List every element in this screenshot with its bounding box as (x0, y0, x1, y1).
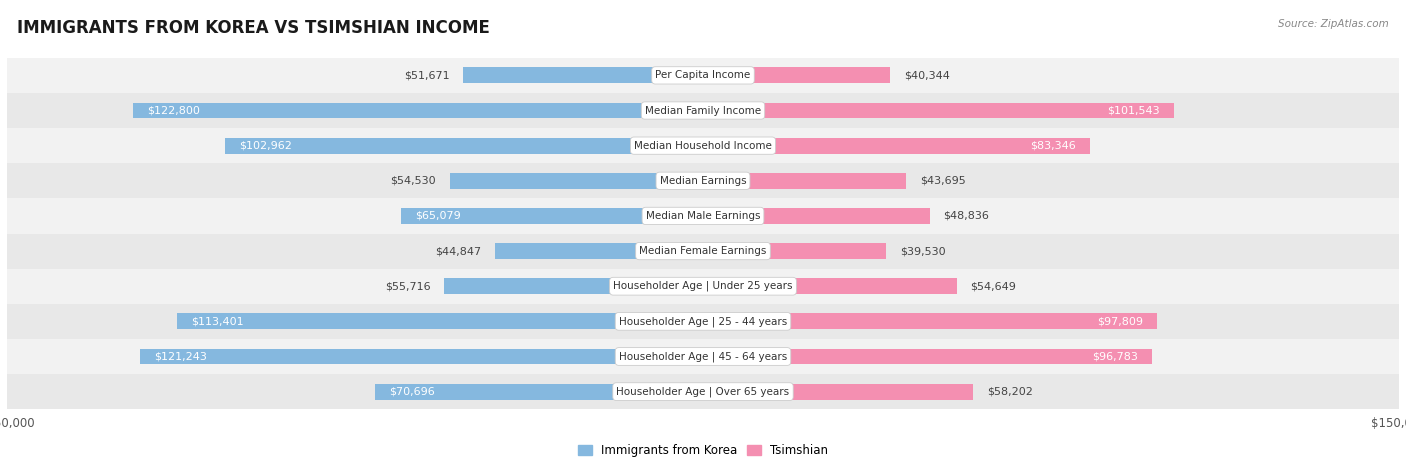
Text: Per Capita Income: Per Capita Income (655, 71, 751, 80)
Bar (401, 208, 703, 224)
Bar (141, 348, 703, 364)
Text: $43,695: $43,695 (920, 176, 966, 186)
Text: Householder Age | Under 25 years: Householder Age | Under 25 years (613, 281, 793, 291)
Bar (7, 339, 1399, 374)
Text: $55,716: $55,716 (385, 281, 430, 291)
Text: $65,079: $65,079 (415, 211, 461, 221)
Bar (703, 313, 1157, 329)
Bar (450, 173, 703, 189)
Bar (495, 243, 703, 259)
Bar (444, 278, 703, 294)
Bar (703, 103, 1174, 119)
Bar (7, 198, 1399, 234)
Text: $40,344: $40,344 (904, 71, 950, 80)
Text: $121,243: $121,243 (155, 352, 207, 361)
Text: Source: ZipAtlas.com: Source: ZipAtlas.com (1278, 19, 1389, 28)
Text: $39,530: $39,530 (900, 246, 946, 256)
Bar (703, 348, 1152, 364)
Text: $54,530: $54,530 (391, 176, 436, 186)
Text: $97,809: $97,809 (1097, 316, 1143, 326)
Bar (7, 234, 1399, 269)
Bar (7, 269, 1399, 304)
Bar (703, 278, 956, 294)
Text: Median Female Earnings: Median Female Earnings (640, 246, 766, 256)
Text: Median Male Earnings: Median Male Earnings (645, 211, 761, 221)
Bar (7, 58, 1399, 93)
Text: $44,847: $44,847 (434, 246, 481, 256)
Text: $113,401: $113,401 (191, 316, 243, 326)
Text: $54,649: $54,649 (970, 281, 1017, 291)
Text: $96,783: $96,783 (1092, 352, 1137, 361)
Bar (703, 208, 929, 224)
Text: $102,962: $102,962 (239, 141, 292, 151)
Bar (7, 304, 1399, 339)
Text: Median Earnings: Median Earnings (659, 176, 747, 186)
Text: Median Household Income: Median Household Income (634, 141, 772, 151)
Bar (225, 138, 703, 154)
Bar (375, 384, 703, 400)
Text: $48,836: $48,836 (943, 211, 990, 221)
Bar (7, 128, 1399, 163)
Text: Householder Age | Over 65 years: Householder Age | Over 65 years (616, 386, 790, 397)
Text: IMMIGRANTS FROM KOREA VS TSIMSHIAN INCOME: IMMIGRANTS FROM KOREA VS TSIMSHIAN INCOM… (17, 19, 489, 37)
Text: $70,696: $70,696 (389, 387, 434, 396)
Bar (703, 243, 886, 259)
Bar (703, 67, 890, 83)
Bar (7, 163, 1399, 198)
Text: Householder Age | 45 - 64 years: Householder Age | 45 - 64 years (619, 351, 787, 362)
Bar (703, 138, 1090, 154)
Text: $83,346: $83,346 (1031, 141, 1076, 151)
Bar (463, 67, 703, 83)
Legend: Immigrants from Korea, Tsimshian: Immigrants from Korea, Tsimshian (572, 439, 834, 462)
Text: $58,202: $58,202 (987, 387, 1033, 396)
Bar (7, 93, 1399, 128)
Bar (134, 103, 703, 119)
Text: $101,543: $101,543 (1108, 106, 1160, 115)
Bar (703, 173, 905, 189)
Bar (177, 313, 703, 329)
Text: $122,800: $122,800 (148, 106, 200, 115)
Bar (7, 374, 1399, 409)
Text: $51,671: $51,671 (404, 71, 450, 80)
Text: Median Family Income: Median Family Income (645, 106, 761, 115)
Text: Householder Age | 25 - 44 years: Householder Age | 25 - 44 years (619, 316, 787, 326)
Bar (703, 384, 973, 400)
